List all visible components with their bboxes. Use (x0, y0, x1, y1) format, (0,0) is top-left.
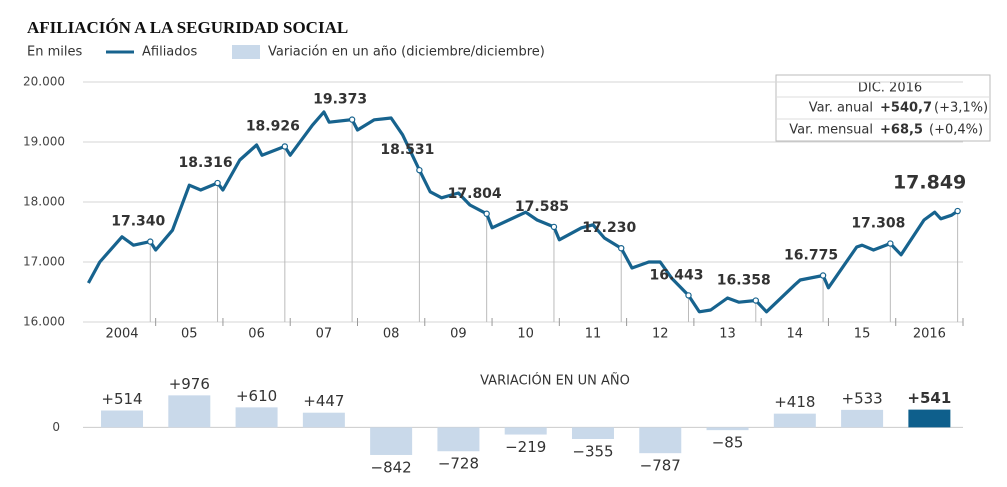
bar (437, 427, 480, 452)
y-tick-label: 19.000 (23, 135, 65, 149)
data-label: 17.804 (448, 186, 502, 202)
x-tick-label: 13 (719, 327, 736, 342)
info-label: Var. anual (809, 101, 873, 116)
x-tick-label: 2004 (105, 327, 138, 342)
bar-label: −355 (572, 443, 613, 461)
marker (416, 166, 423, 174)
bar (706, 427, 749, 431)
x-tick-label: 06 (248, 327, 265, 342)
bar (773, 413, 816, 428)
bar-label: +418 (774, 393, 815, 411)
bar (571, 427, 614, 440)
bar (168, 395, 211, 428)
marker (752, 297, 759, 304)
bar-label: −85 (712, 434, 744, 452)
marker (550, 223, 558, 231)
bar (302, 412, 345, 428)
x-tick-label: 05 (181, 327, 198, 342)
info-label: Var. mensual (789, 123, 873, 138)
data-label: 17.849 (893, 172, 966, 194)
bar (101, 410, 144, 428)
data-label: 17.340 (111, 214, 165, 230)
data-label: 17.308 (851, 216, 905, 232)
y-tick-label: 18.000 (23, 195, 65, 209)
data-label: 16.443 (649, 267, 703, 283)
bar (639, 427, 682, 454)
bar-label: −219 (505, 438, 546, 456)
data-label: 18.316 (179, 155, 233, 171)
legend-swatch (232, 45, 260, 59)
x-tick-label: 08 (383, 327, 400, 342)
data-label: 19.373 (313, 92, 367, 108)
x-tick-label: 07 (316, 327, 333, 342)
bar (908, 409, 951, 428)
info-title: DIC. 2016 (858, 81, 922, 96)
bar-label: −728 (438, 455, 479, 473)
marker (147, 238, 154, 245)
x-tick-label: 14 (787, 327, 804, 342)
info-percent: (+3,1%) (934, 101, 988, 116)
marker (887, 240, 894, 247)
x-tick-label: 09 (450, 327, 467, 342)
marker (214, 179, 221, 187)
bar-label: +514 (101, 390, 142, 408)
data-label: 17.585 (515, 199, 569, 215)
data-label: 18.926 (246, 118, 300, 134)
bar-label: +610 (236, 387, 277, 405)
data-label: 16.358 (717, 273, 771, 289)
x-tick-label: 10 (517, 327, 534, 342)
info-box (775, 74, 991, 142)
marker (483, 210, 490, 217)
y-tick-label: 0 (52, 420, 60, 434)
x-tick-label: 11 (585, 327, 602, 342)
marker (954, 207, 961, 215)
info-value: +540,7 (880, 101, 932, 116)
chart-title: AFILIACIÓN A LA SEGURIDAD SOCIAL (27, 18, 348, 37)
marker (685, 292, 692, 299)
marker (348, 116, 356, 123)
x-tick-label: 15 (854, 327, 871, 342)
marker (618, 244, 625, 252)
bar (841, 409, 884, 428)
bar-label: +976 (169, 375, 210, 393)
data-label: 16.775 (784, 248, 838, 264)
bar-label: +533 (842, 389, 883, 407)
y-tick-label: 16.000 (23, 315, 65, 329)
bar-label: +447 (303, 392, 344, 410)
x-tick-label: 12 (652, 327, 669, 342)
x-tick-label: 2016 (913, 327, 946, 342)
data-label: 17.230 (582, 220, 636, 236)
info-percent: (+0,4%) (929, 123, 983, 138)
bar-label: −787 (640, 457, 681, 475)
bar (235, 407, 278, 428)
legend-label: Afiliados (142, 45, 197, 60)
legend-label: Variación en un año (diciembre/diciembre… (268, 45, 545, 60)
bar (370, 427, 413, 455)
y-tick-label: 20.000 (23, 75, 65, 89)
bar-chart-title: VARIACIÓN EN UN AÑO (480, 373, 630, 389)
bar-label: +541 (907, 389, 951, 407)
bar-label: −842 (371, 458, 412, 476)
y-tick-label: 17.000 (23, 255, 65, 269)
marker (819, 272, 827, 279)
marker (281, 143, 289, 150)
info-value: +68,5 (880, 123, 923, 138)
line (86, 110, 959, 314)
subtitle: En miles (27, 45, 82, 60)
data-label: 18.531 (380, 142, 434, 158)
bar (504, 427, 547, 435)
